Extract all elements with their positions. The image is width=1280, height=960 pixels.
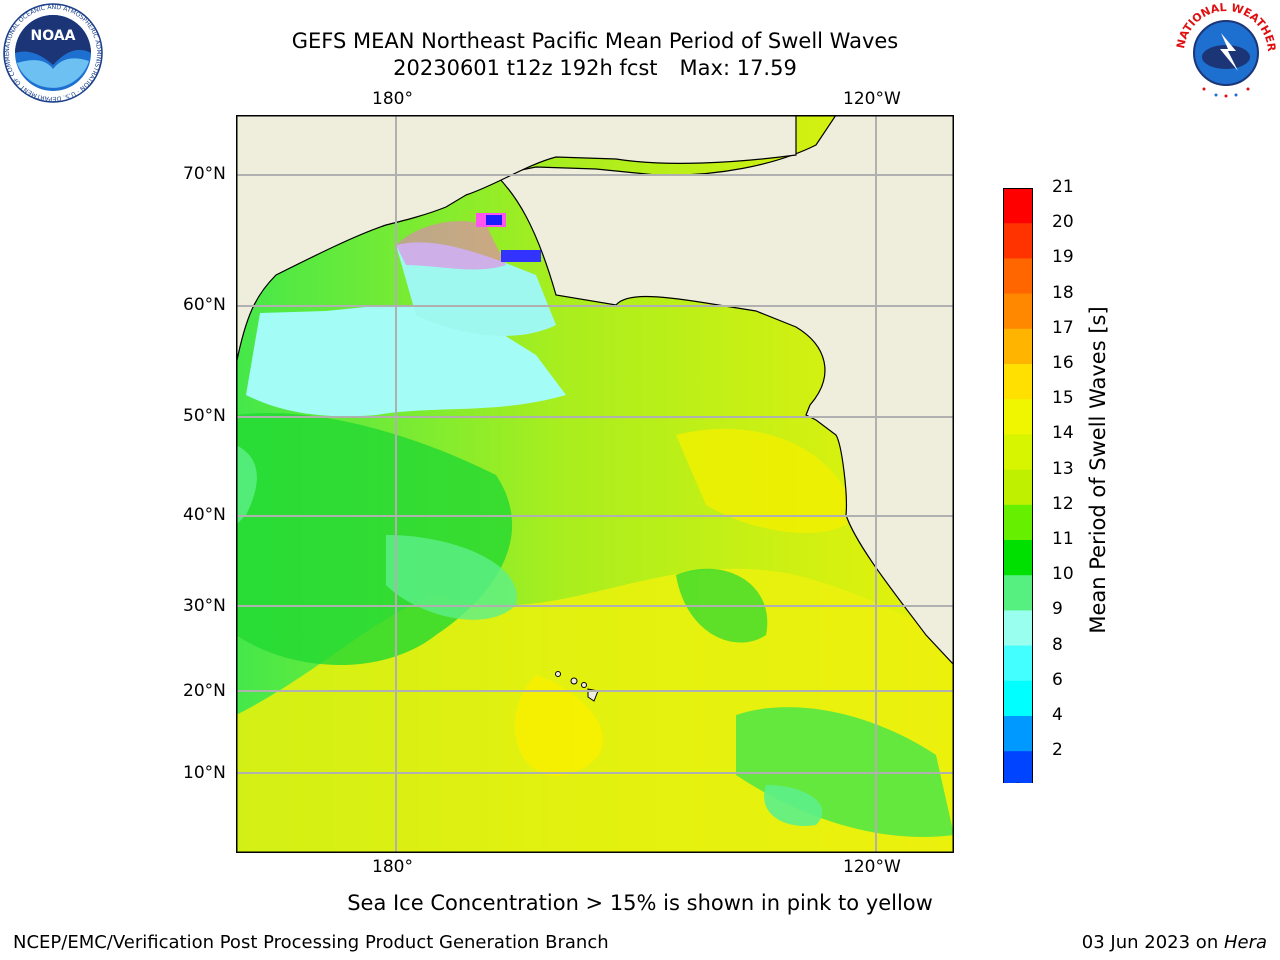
colorbar-segment <box>1003 575 1033 611</box>
colorbar-tick-label: 21 <box>1052 177 1074 197</box>
lat-label-20n: 20°N <box>183 681 226 701</box>
lon-label-top-180: 180° <box>372 89 413 109</box>
swell-period-map <box>236 115 954 853</box>
colorbar-segment <box>1003 540 1033 576</box>
max-value: Max: 17.59 <box>679 56 797 80</box>
svg-text:NOAA: NOAA <box>31 28 76 44</box>
colorbar-tick-label: 6 <box>1052 669 1063 690</box>
lat-label-40n: 40°N <box>183 505 226 525</box>
colorbar-frame <box>1003 188 1033 787</box>
colorbar-segment <box>1003 188 1033 224</box>
colorbar-tick-label: 15 <box>1052 388 1074 409</box>
colorbar-tick-label: 9 <box>1052 599 1063 620</box>
colorbar-tick-label: 13 <box>1052 458 1074 479</box>
colorbar-tick-label: 19 <box>1052 247 1074 268</box>
colorbar-segment <box>1003 328 1033 365</box>
sea-ice-note: Sea Ice Concentration > 15% is shown in … <box>347 891 933 915</box>
forecast-date: 20230601 t12z 192h fcst <box>393 56 658 80</box>
colorbar-tick-label: 18 <box>1052 282 1074 303</box>
colorbar-scale <box>1002 188 1034 787</box>
colorbar-segment <box>1003 364 1033 400</box>
lat-label-60n: 60°N <box>183 295 226 315</box>
colorbar-segment <box>1003 258 1033 295</box>
colorbar-tick-label: 17 <box>1052 317 1074 338</box>
colorbar-segment <box>1003 223 1033 259</box>
colorbar-segment <box>1003 716 1033 752</box>
colorbar-segment <box>1003 469 1033 506</box>
footer-date-text: 03 Jun 2023 on <box>1081 932 1224 953</box>
lat-label-50n: 50°N <box>183 406 226 426</box>
colorbar-tick-label: 8 <box>1052 634 1063 655</box>
colorbar-segment <box>1003 751 1033 787</box>
colorbar-tick-label: 10 <box>1052 564 1074 585</box>
map-panel <box>236 115 954 853</box>
colorbar-tick-label: 16 <box>1052 353 1074 373</box>
colorbar <box>1002 188 1034 787</box>
colorbar-segment <box>1003 610 1033 647</box>
footer-date: 03 Jun 2023 on Hera <box>1082 932 1267 953</box>
colorbar-label: Mean Period of Swell Waves [s] <box>1086 306 1110 634</box>
footer-machine: Hera <box>1223 932 1267 953</box>
colorbar-tick-label: 4 <box>1052 705 1063 725</box>
colorbar-segment <box>1003 293 1033 330</box>
colorbar-segment <box>1003 645 1033 682</box>
lat-label-10n: 10°N <box>183 763 226 783</box>
colorbar-segment <box>1003 399 1033 435</box>
lon-label-bottom-180: 180° <box>372 857 413 877</box>
nws-logo: NATIONAL WEATHER SERVICE <box>1172 0 1278 103</box>
colorbar-tick-label: 11 <box>1052 529 1074 549</box>
lon-label-top-120w: 120°W <box>843 89 901 109</box>
map-subtitle: 20230601 t12z 192h fcst Max: 17.59 <box>0 55 1190 81</box>
map-title: GEFS MEAN Northeast Pacific Mean Period … <box>291 29 899 53</box>
lon-label-bottom-120w: 120°W <box>843 857 901 877</box>
colorbar-tick-label: 14 <box>1052 423 1074 444</box>
lat-label-30n: 30°N <box>183 596 226 616</box>
colorbar-tick-label: 2 <box>1052 740 1063 761</box>
footer-credit: NCEP/EMC/Verification Post Processing Pr… <box>13 932 609 953</box>
colorbar-segment <box>1003 504 1033 541</box>
noaa-logo: NOAA NATIONAL OCEANIC AND ATMOSPHERIC AD… <box>1 0 103 103</box>
colorbar-ticks: 21 20 19 18 17 16 15 14 13 12 11 10 9 8 6 4 2 <box>1052 0 1092 960</box>
colorbar-segment <box>1003 434 1033 471</box>
lat-label-70n: 70°N <box>183 164 226 184</box>
colorbar-tick-label: 12 <box>1052 493 1074 514</box>
colorbar-segment <box>1003 680 1033 717</box>
colorbar-tick-label: 20 <box>1052 212 1074 233</box>
